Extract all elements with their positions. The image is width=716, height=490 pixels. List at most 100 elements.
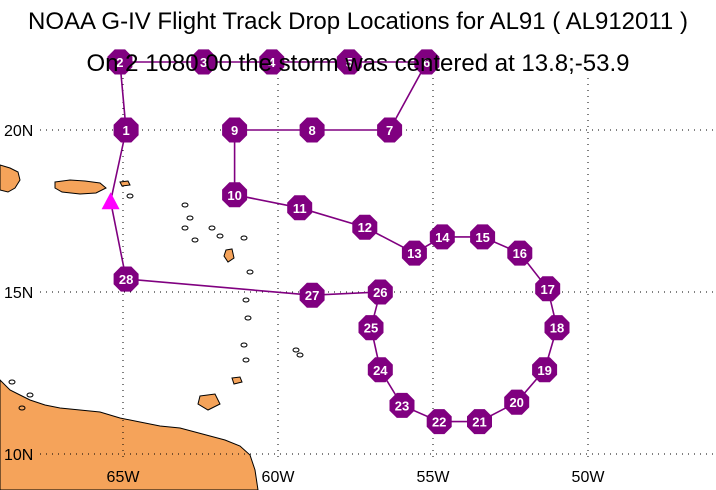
- drop-label: 2: [116, 55, 123, 70]
- drop-point-27: 27: [299, 282, 325, 308]
- drop-octagon: [352, 214, 378, 240]
- drop-point-11: 11: [287, 195, 313, 221]
- drop-octagon: [532, 357, 558, 383]
- drop-octagon: [535, 276, 561, 302]
- drop-octagon: [113, 266, 139, 292]
- latitude-label: 20N: [4, 123, 33, 140]
- drop-point-21: 21: [467, 409, 492, 435]
- drop-label: 10: [227, 188, 241, 203]
- longitude-label: 50W: [572, 469, 606, 486]
- islet-outline: [216, 233, 224, 239]
- drop-label: 13: [407, 246, 421, 261]
- drop-label: 21: [472, 415, 486, 430]
- islet-outline: [242, 357, 250, 363]
- drop-label: 8: [308, 123, 315, 138]
- drop-label: 19: [537, 363, 551, 378]
- latitude-label: 15N: [4, 285, 33, 302]
- drop-octagon: [107, 49, 133, 75]
- drop-point-26: 26: [367, 279, 393, 305]
- islet-outline: [240, 342, 248, 348]
- islet-outline: [191, 237, 199, 243]
- drop-octagon: [222, 182, 248, 208]
- map-title: NOAA G-IV Flight Track Drop Locations fo…: [28, 8, 688, 35]
- islet-outline: [246, 269, 254, 275]
- islet-outline: [240, 235, 248, 241]
- drop-label: 12: [358, 220, 372, 235]
- drop-octagon: [299, 282, 325, 308]
- drop-label: 24: [373, 363, 388, 378]
- puerto-rico-landmass: [54, 179, 107, 195]
- coastline-layer: [8, 193, 304, 411]
- drop-point-20: 20: [504, 389, 530, 415]
- islet-outline: [181, 202, 189, 208]
- islet-outline: [242, 297, 250, 303]
- drop-point-23: 23: [389, 392, 415, 418]
- drop-point-19: 19: [532, 357, 558, 383]
- longitude-label: 60W: [262, 469, 296, 486]
- drop-octagon: [467, 409, 492, 435]
- islet-outline: [244, 315, 252, 321]
- drop-octagon: [259, 49, 285, 75]
- drop-octagon: [377, 117, 403, 143]
- drop-point-18: 18: [544, 315, 570, 341]
- islet-outline: [292, 347, 300, 353]
- longitude-label: 65W: [107, 469, 141, 486]
- islet-outline: [296, 352, 304, 358]
- drop-point-8: 8: [299, 117, 325, 143]
- drop-octagon: [287, 195, 313, 221]
- drop-octagon: [222, 117, 248, 143]
- drop-label: 6: [423, 55, 430, 70]
- south-america-landmass: [0, 379, 259, 490]
- drop-point-13: 13: [401, 240, 427, 266]
- map-subtitle: On 2 1080 00 the storm was centered at 1…: [86, 50, 630, 77]
- islet-outline: [181, 225, 189, 231]
- drop-octagon: [507, 240, 533, 266]
- drop-octagon: [358, 315, 384, 341]
- drop-label: 7: [386, 123, 393, 138]
- drop-point-6: 6: [414, 49, 440, 75]
- drop-point-4: 4: [259, 49, 285, 75]
- drop-label: 15: [475, 230, 489, 245]
- drop-point-22: 22: [426, 409, 452, 435]
- drop-point-12: 12: [352, 214, 378, 240]
- drop-label: 25: [364, 321, 378, 336]
- drop-label: 20: [509, 395, 523, 410]
- drop-label: 26: [373, 285, 387, 300]
- drop-label: 11: [293, 201, 307, 216]
- virgin-islands: [119, 180, 131, 187]
- axis-labels: 20N 15N 10N 65W 60W 55W 50W: [4, 123, 605, 486]
- longitude-label: 55W: [417, 469, 451, 486]
- drop-octagon: [470, 224, 496, 250]
- drop-octagon: [191, 49, 217, 75]
- drop-point-28: 28: [113, 266, 139, 292]
- drop-point-9: 9: [222, 117, 248, 143]
- islet-outline: [8, 379, 16, 385]
- drop-octagon: [429, 224, 455, 250]
- drop-point-16: 16: [507, 240, 533, 266]
- drop-octagon: [426, 409, 452, 435]
- drop-octagon: [113, 117, 139, 143]
- drop-point-2: 2: [107, 49, 133, 75]
- drop-label: 22: [432, 415, 446, 430]
- islet-outline: [208, 225, 216, 231]
- drop-label: 14: [435, 230, 450, 245]
- drop-octagon: [504, 389, 530, 415]
- lesser-antilles-island-a: [223, 248, 235, 263]
- drop-label: 3: [200, 55, 207, 70]
- drop-octagon: [367, 357, 393, 383]
- drop-point-7: 7: [377, 117, 403, 143]
- islet-outline: [186, 215, 194, 221]
- trinidad-island: [197, 393, 221, 411]
- drop-label: 27: [305, 288, 319, 303]
- drop-label: 17: [540, 282, 554, 297]
- land-layer: [0, 164, 259, 490]
- drop-point-10: 10: [222, 182, 248, 208]
- drop-point-3: 3: [191, 49, 217, 75]
- drop-point-17: 17: [535, 276, 561, 302]
- drop-point-1: 1: [113, 117, 139, 143]
- drop-octagon: [414, 49, 440, 75]
- drop-label: 18: [550, 321, 564, 336]
